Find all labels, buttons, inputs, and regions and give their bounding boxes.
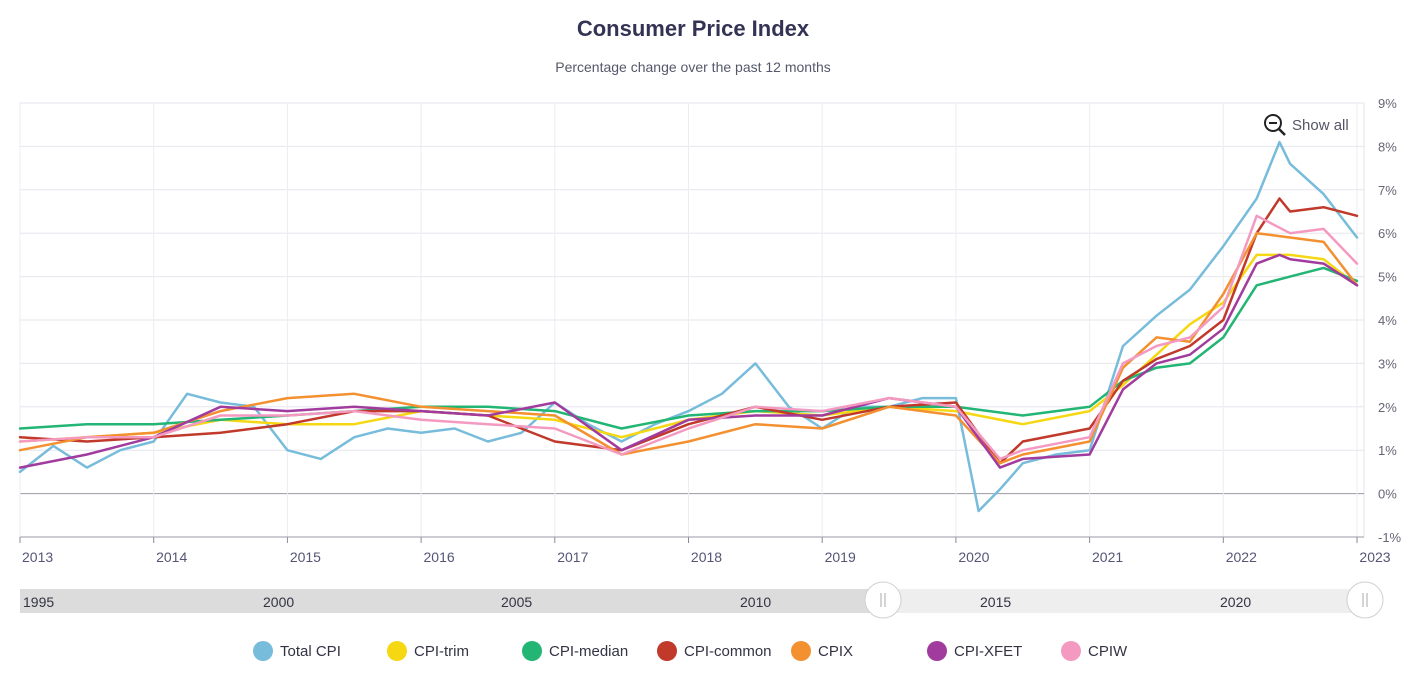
x-tick-label: 2020 bbox=[958, 549, 989, 565]
y-tick-label: 1% bbox=[1378, 443, 1397, 458]
legend-item-cpi-trim[interactable]: CPI-trim bbox=[387, 638, 469, 664]
legend-label: CPI-common bbox=[684, 642, 772, 660]
y-tick-label: 2% bbox=[1378, 400, 1397, 415]
navigator-handle-left[interactable] bbox=[864, 581, 902, 619]
x-tick-label: 2018 bbox=[691, 549, 722, 565]
legend-item-total-cpi[interactable]: Total CPI bbox=[253, 638, 341, 664]
y-tick-label: 8% bbox=[1378, 139, 1397, 154]
y-tick-label: 9% bbox=[1378, 96, 1397, 111]
legend-label: Total CPI bbox=[280, 642, 341, 660]
legend-item-cpi-xfet[interactable]: CPI-XFET bbox=[927, 638, 1022, 664]
chart-subtitle: Percentage change over the past 12 month… bbox=[555, 59, 831, 75]
x-tick-label: 2023 bbox=[1359, 549, 1390, 565]
legend-color-dot bbox=[657, 641, 677, 661]
legend-color-dot bbox=[253, 641, 273, 661]
series-line-total-cpi[interactable] bbox=[18, 140, 1359, 513]
navigator-label: 2015 bbox=[980, 594, 1011, 610]
legend-color-dot bbox=[522, 641, 542, 661]
navigator-label: 1995 bbox=[23, 594, 54, 610]
y-tick-label: 5% bbox=[1378, 270, 1397, 285]
legend-color-dot bbox=[927, 641, 947, 661]
series-line-cpix[interactable] bbox=[18, 231, 1359, 465]
x-tick-label: 2019 bbox=[825, 549, 856, 565]
legend-label: CPIW bbox=[1088, 642, 1128, 660]
x-tick-label: 2014 bbox=[156, 549, 187, 565]
navigator-label: 2010 bbox=[740, 594, 771, 610]
x-tick-label: 2017 bbox=[557, 549, 588, 565]
x-tick-label: 2022 bbox=[1226, 549, 1257, 565]
y-tick-label: 3% bbox=[1378, 356, 1397, 371]
x-tick-label: 2016 bbox=[424, 549, 455, 565]
legend-label: CPIX bbox=[818, 642, 854, 660]
legend-label: CPI-median bbox=[549, 642, 629, 660]
zoom-out-icon[interactable] bbox=[1264, 114, 1286, 136]
legend-item-cpix[interactable]: CPIX bbox=[791, 638, 853, 664]
legend-label: CPI-XFET bbox=[954, 642, 1023, 660]
legend-item-cpiw[interactable]: CPIW bbox=[1061, 638, 1127, 664]
legend-color-dot bbox=[1061, 641, 1081, 661]
y-tick-label: 0% bbox=[1378, 487, 1397, 502]
y-tick-label: 4% bbox=[1378, 313, 1397, 328]
chart-title: Consumer Price Index bbox=[576, 16, 810, 41]
show-all-button[interactable]: Show all bbox=[1292, 117, 1349, 134]
y-tick-label: -1% bbox=[1378, 530, 1402, 545]
legend-label: CPI-trim bbox=[414, 642, 469, 660]
navigator-selected-range[interactable] bbox=[883, 589, 1365, 613]
x-tick-label: 2013 bbox=[22, 549, 53, 565]
legend-color-dot bbox=[791, 641, 811, 661]
y-tick-label: 6% bbox=[1378, 226, 1397, 241]
navigator-handle-right[interactable] bbox=[1346, 581, 1384, 619]
navigator-label: 2020 bbox=[1220, 594, 1251, 610]
x-tick-label: 2021 bbox=[1092, 549, 1123, 565]
legend-color-dot bbox=[387, 641, 407, 661]
navigator-label: 2000 bbox=[263, 594, 294, 610]
x-tick-label: 2015 bbox=[290, 549, 321, 565]
navigator-label: 2005 bbox=[501, 594, 532, 610]
legend-item-cpi-common[interactable]: CPI-common bbox=[657, 638, 772, 664]
series-line-cpiw[interactable] bbox=[18, 214, 1359, 461]
legend-item-cpi-median[interactable]: CPI-median bbox=[522, 638, 628, 664]
y-tick-label: 7% bbox=[1378, 183, 1397, 198]
